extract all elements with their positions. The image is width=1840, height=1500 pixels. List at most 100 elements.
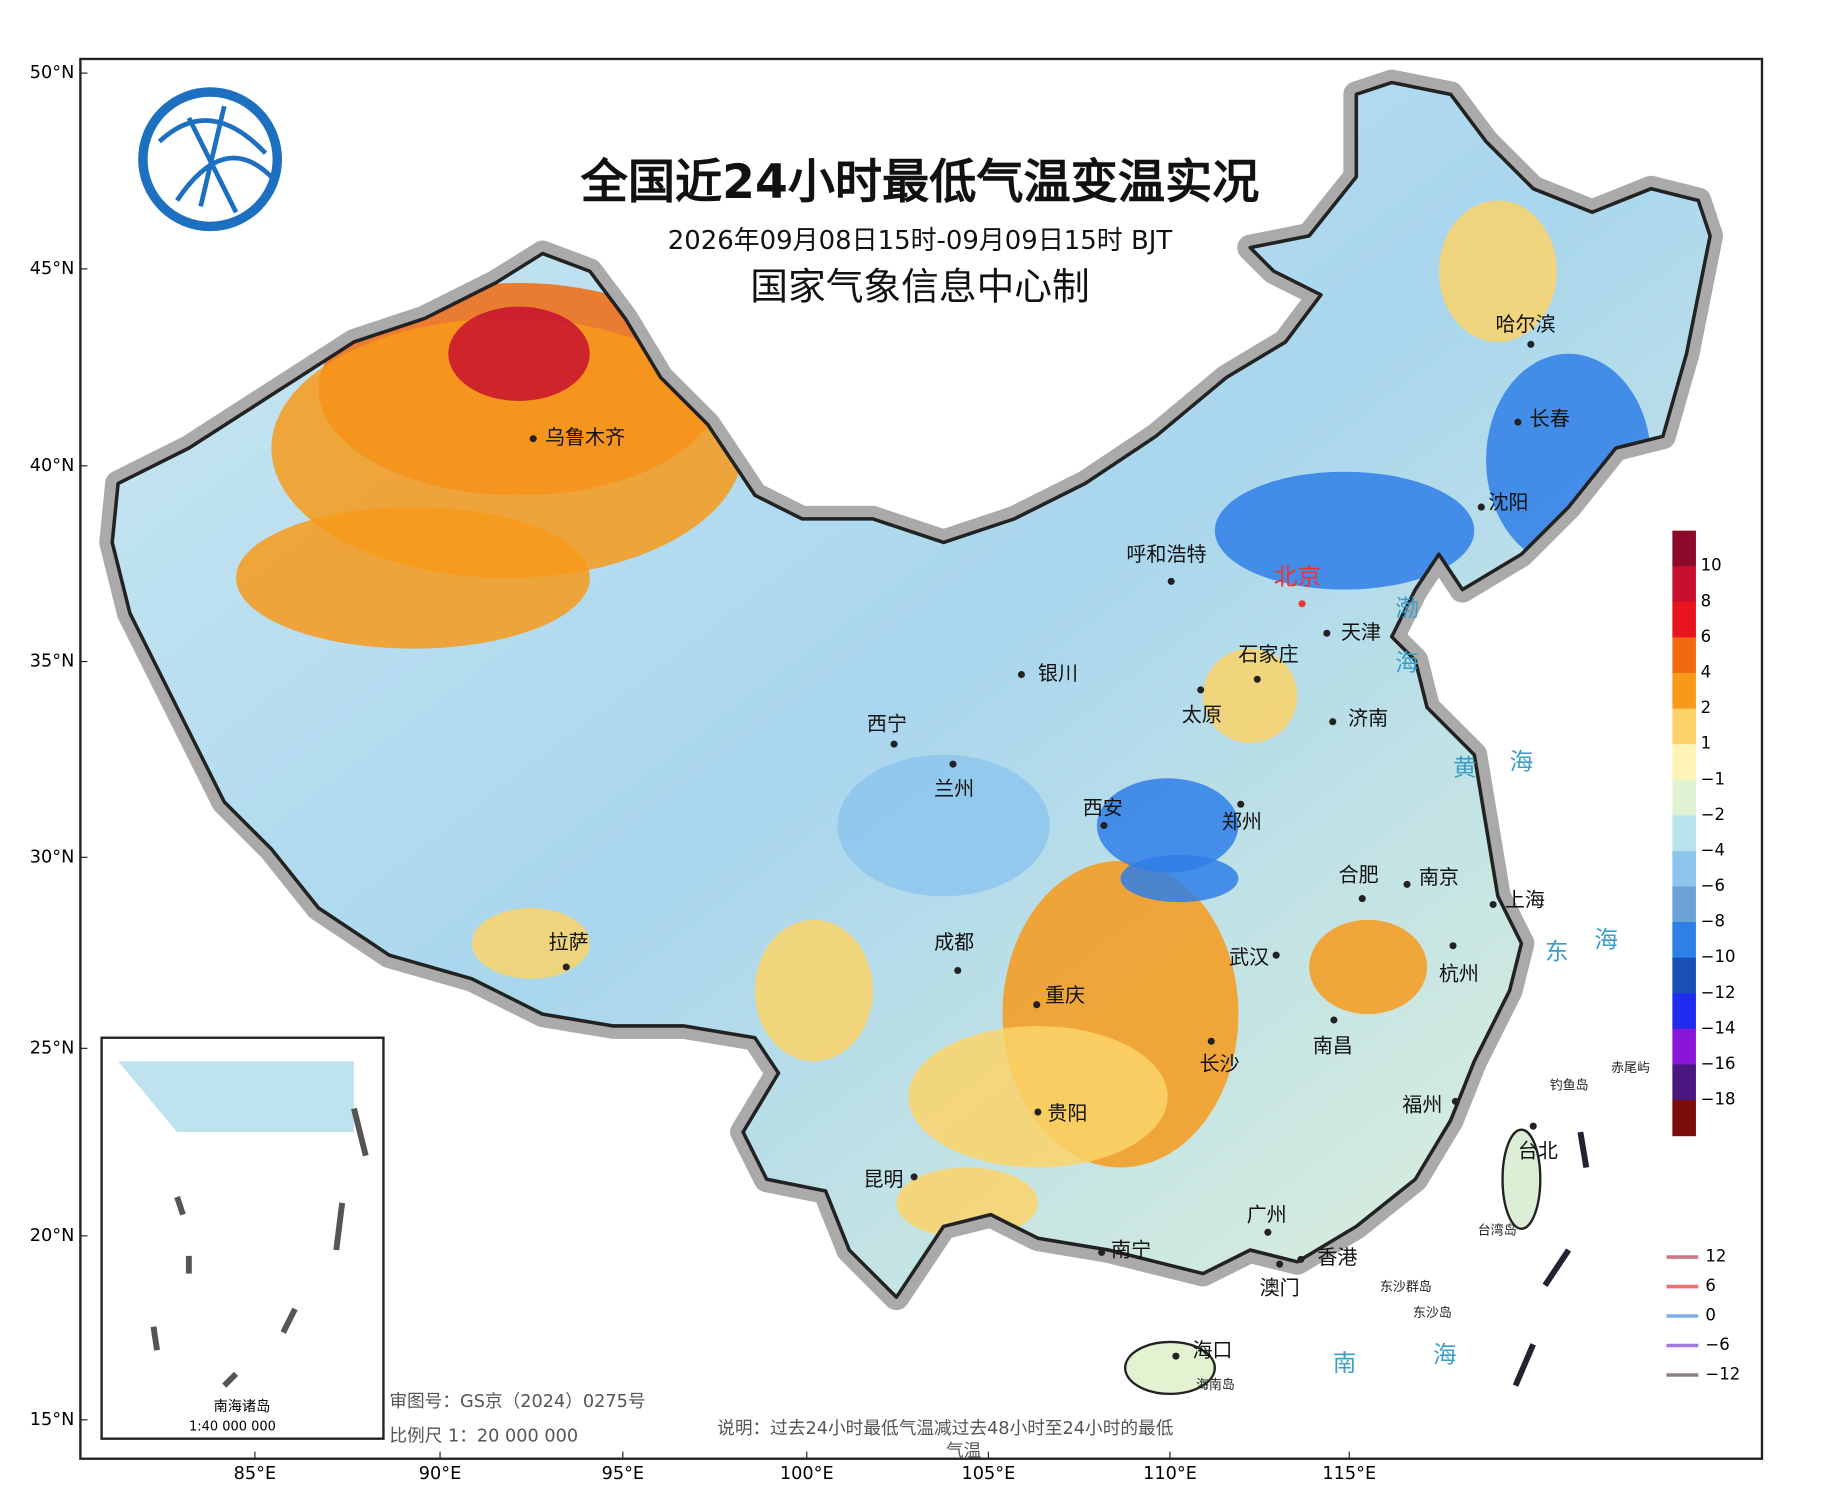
city-label: 乌鲁木齐	[545, 425, 625, 449]
island-label: 东沙岛	[1413, 1305, 1452, 1321]
lat-label: 50°N	[30, 63, 75, 83]
explanation: 说明：过去24小时最低气温减过去48小时至24小时的最低	[717, 1418, 1174, 1439]
colorbar-segment	[1672, 815, 1696, 852]
colorbar-segment	[1672, 637, 1696, 674]
lon-label: 115°E	[1322, 1464, 1376, 1484]
city-label: 天津	[1341, 620, 1381, 644]
colorbar-label: −18	[1701, 1090, 1736, 1109]
island-label: 海南岛	[1196, 1377, 1235, 1393]
city-dot	[1358, 895, 1366, 903]
colorbar-label: −8	[1701, 912, 1725, 931]
colorbar-label: 4	[1701, 663, 1712, 682]
city-label: 太原	[1182, 702, 1222, 726]
inset-scale: 1:40 000 000	[189, 1419, 276, 1434]
approval-note: 审图号：GS京（2024）0275号	[389, 1391, 645, 1412]
city-label: 福州	[1402, 1093, 1442, 1117]
city-dot	[1297, 1255, 1305, 1263]
explanation: 气温	[946, 1441, 981, 1462]
sea-label: 海	[1433, 1341, 1457, 1369]
lat-label: 45°N	[30, 259, 75, 279]
colorbar-segment	[1672, 744, 1696, 781]
city-label: 郑州	[1222, 810, 1262, 834]
city-label: 拉萨	[549, 930, 589, 954]
contour-legend-label: −6	[1705, 1335, 1729, 1354]
inset-title: 南海诸岛	[214, 1399, 271, 1415]
colorbar-segment	[1672, 708, 1696, 745]
city-dot	[1527, 340, 1535, 348]
city-label: 济南	[1348, 706, 1388, 730]
colorbar-label: 2	[1701, 698, 1712, 717]
sea-label: 东	[1545, 937, 1569, 965]
city-dot	[890, 740, 898, 748]
city-dot	[1167, 577, 1175, 585]
city-label: 重庆	[1045, 983, 1085, 1007]
colorbar-label: 1	[1701, 734, 1712, 753]
temperature-area	[1214, 471, 1475, 590]
city-label: 武汉	[1229, 945, 1269, 969]
china-border	[110, 80, 1712, 1299]
city-dot	[1489, 900, 1497, 909]
city-label: 长沙	[1199, 1051, 1239, 1075]
colorbar-label: −1	[1701, 769, 1725, 788]
subtitle: 2026年09月08日15时-09月09日15时 BJT	[668, 226, 1173, 256]
city-label: 合肥	[1339, 863, 1379, 887]
temperature-area	[754, 919, 873, 1062]
city-label: 西安	[1083, 795, 1123, 819]
city-dot	[1017, 670, 1025, 679]
city-dot	[529, 435, 537, 443]
lon-label: 95°E	[602, 1464, 645, 1484]
temperature-area	[837, 754, 1050, 897]
city-label: 西宁	[867, 712, 907, 736]
city-label: 长春	[1530, 406, 1570, 430]
sea-label: 海	[1395, 648, 1419, 676]
temperature-area	[448, 306, 590, 401]
colorbar-segment	[1672, 530, 1696, 567]
city-label: 南昌	[1313, 1034, 1353, 1058]
city-dot	[1272, 951, 1280, 959]
contour-legend-label: −12	[1705, 1365, 1740, 1384]
colorbar-segment	[1672, 1028, 1696, 1066]
city-dot	[1172, 1352, 1180, 1360]
city-dot	[1276, 1260, 1284, 1268]
island-label: 台湾岛	[1478, 1223, 1517, 1239]
colorbar-label: −2	[1701, 805, 1725, 824]
temperature-area	[1120, 854, 1239, 903]
colorbar-segment	[1672, 957, 1696, 994]
sea-label: 海	[1595, 926, 1619, 954]
colorbar-label: −16	[1701, 1054, 1736, 1073]
logo	[138, 87, 283, 232]
lat-label: 15°N	[30, 1410, 75, 1430]
city-label: 香港	[1317, 1245, 1357, 1269]
city-dot	[1529, 1122, 1537, 1130]
colorbar-label: −14	[1701, 1018, 1736, 1037]
land	[99, 69, 1724, 1396]
city-dot	[1033, 1001, 1041, 1009]
city-dot	[1330, 1016, 1338, 1024]
city-label: 石家庄	[1238, 642, 1298, 666]
temperature-area	[1309, 919, 1428, 1015]
lat-label: 25°N	[30, 1038, 75, 1058]
temperature-area	[1438, 200, 1557, 342]
city-dot	[1253, 675, 1261, 683]
city-dot	[1264, 1228, 1272, 1236]
city-label: 哈尔滨	[1495, 312, 1555, 336]
colorbar-segment	[1672, 993, 1696, 1030]
sea-label: 黄	[1453, 753, 1477, 781]
lon-label: 110°E	[1143, 1464, 1197, 1484]
colorbar-label: 6	[1701, 627, 1712, 646]
colorbar-segment	[1672, 779, 1696, 816]
sea-label: 渤	[1395, 594, 1419, 622]
lat-label: 20°N	[30, 1226, 75, 1246]
city-label: 澳门	[1260, 1275, 1300, 1299]
colorbar-label: 10	[1701, 556, 1722, 575]
colorbar-segment	[1672, 566, 1696, 603]
temperature-area	[1203, 648, 1298, 743]
city-dot	[1477, 503, 1485, 511]
city-dot	[1100, 821, 1108, 830]
city-label: 上海	[1505, 887, 1545, 911]
colorbar-label: −10	[1701, 947, 1736, 966]
city-dot	[1449, 942, 1457, 950]
city-dot	[562, 963, 570, 971]
colorbar-label: 8	[1701, 591, 1712, 610]
